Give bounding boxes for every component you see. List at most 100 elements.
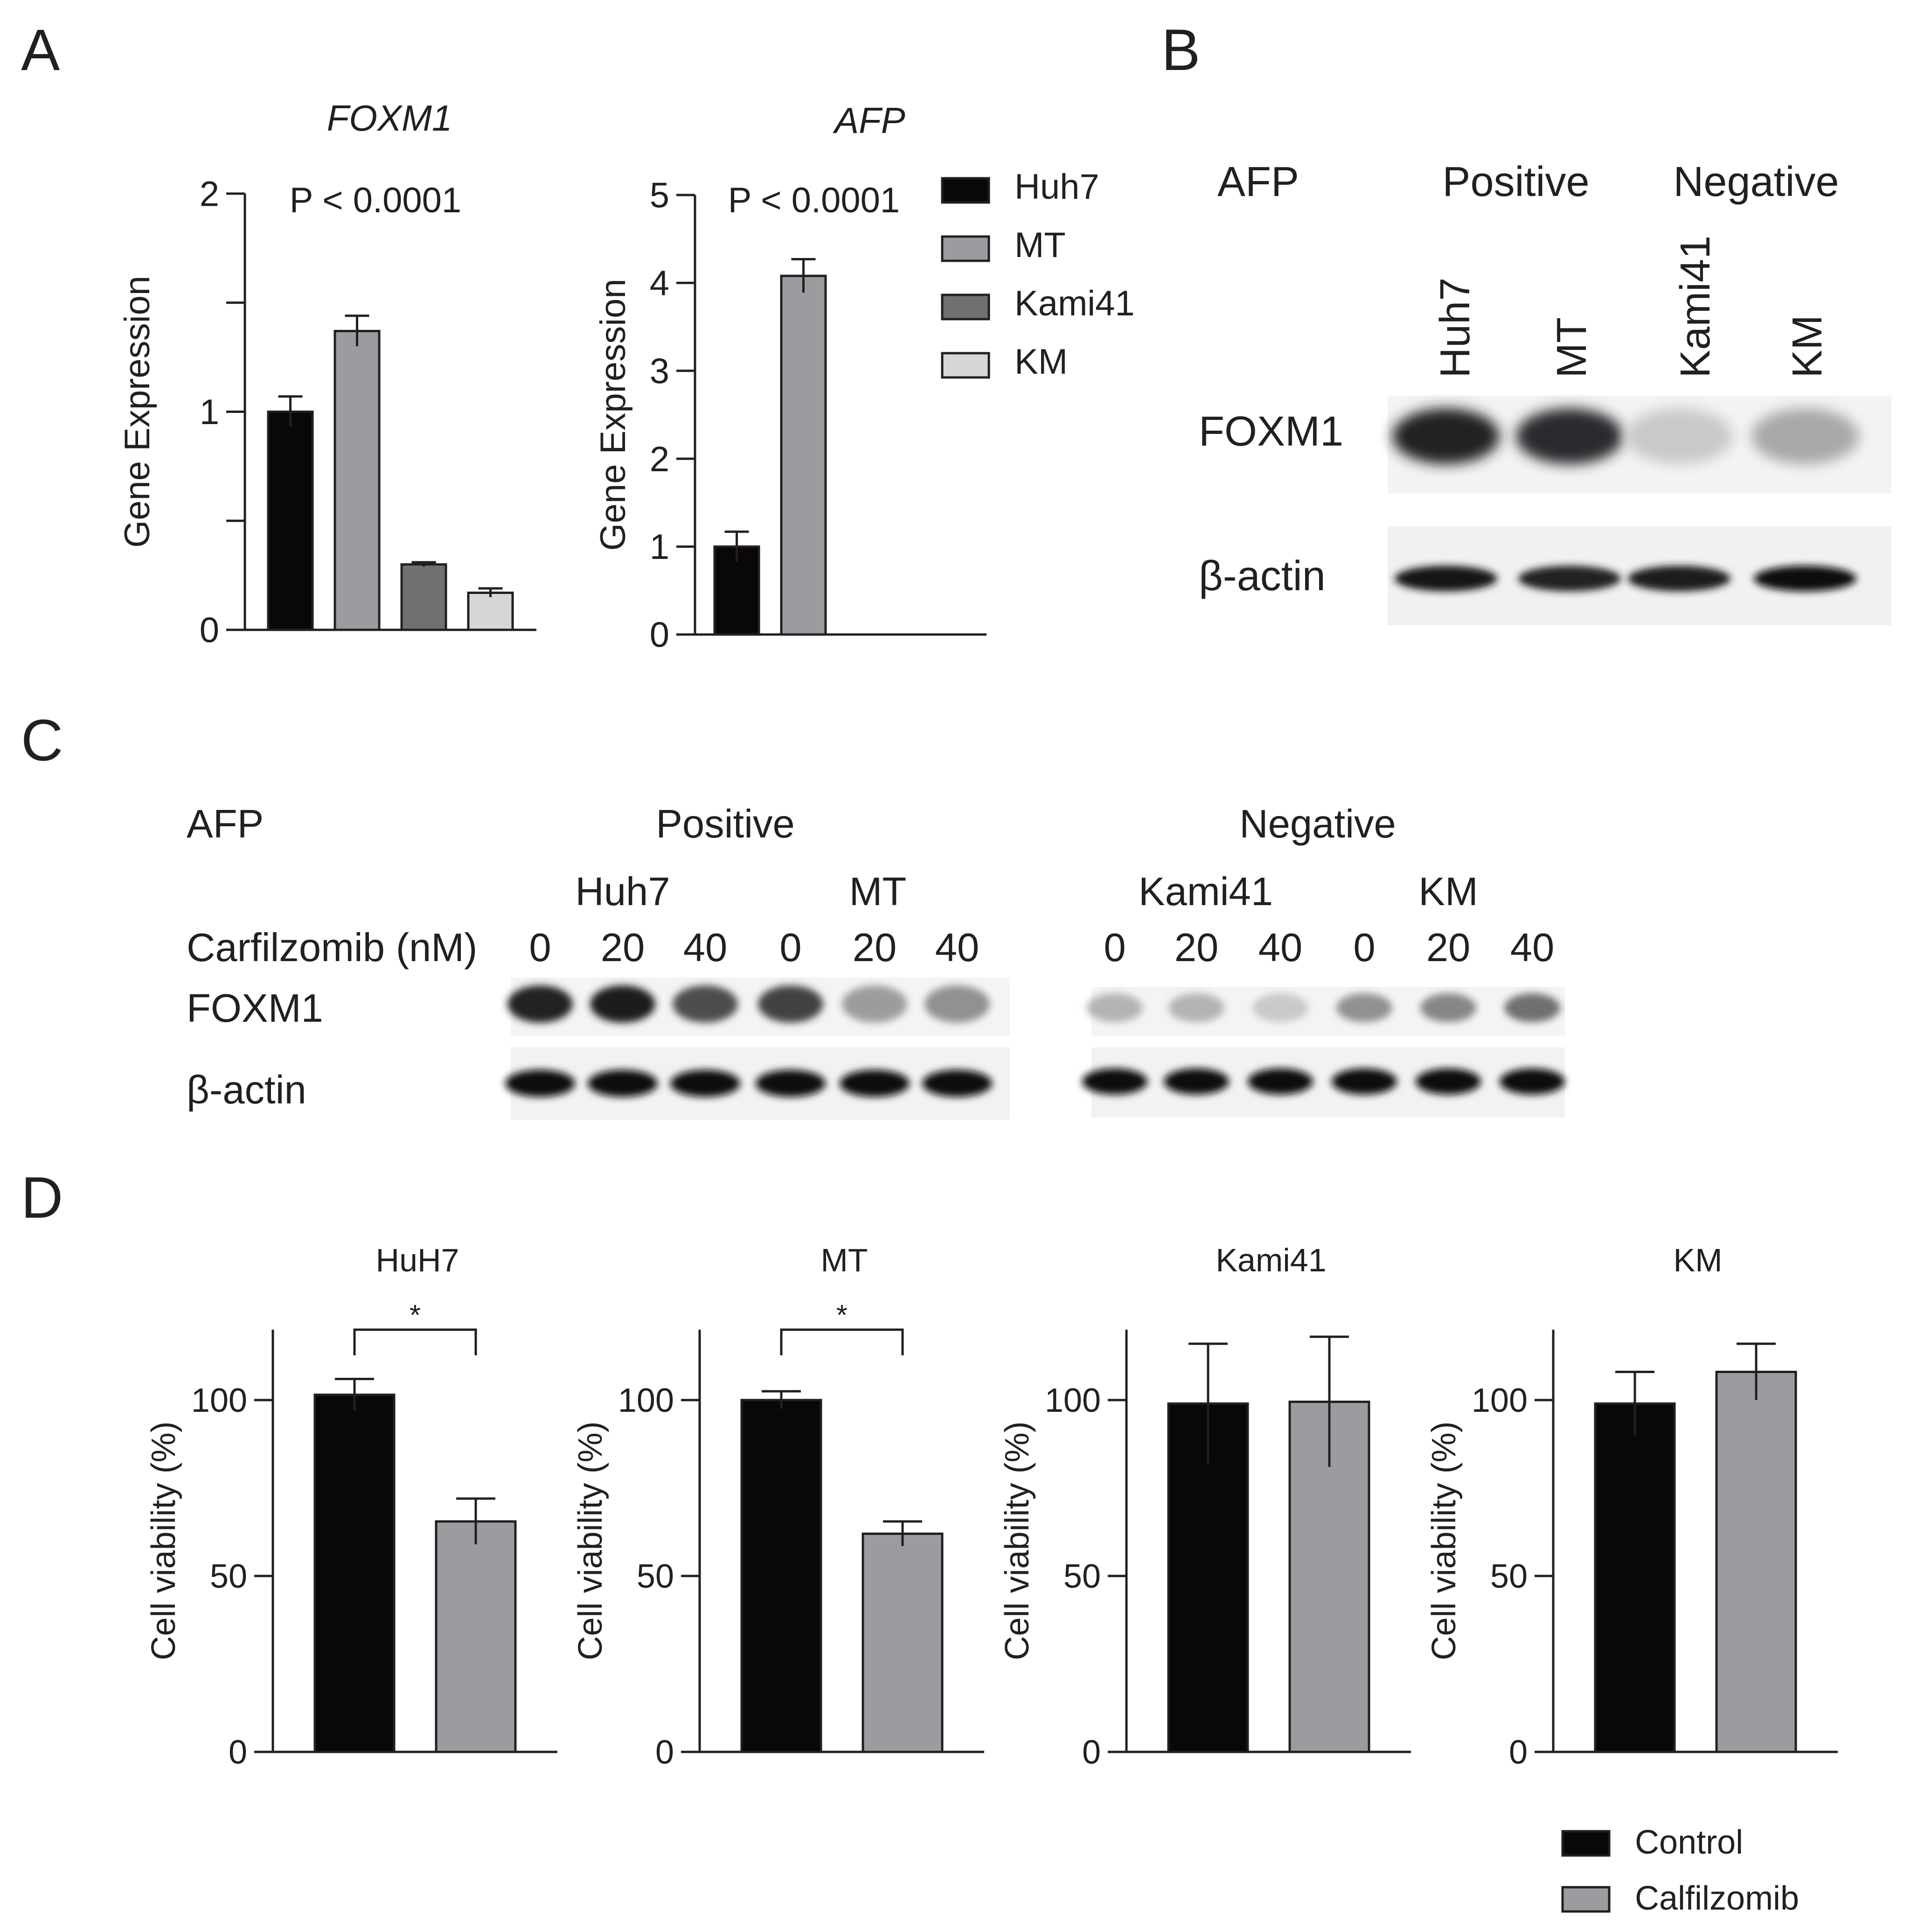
y-tick-label: 0 (200, 611, 219, 650)
blot-band (1164, 1068, 1229, 1095)
blot-band (1082, 1068, 1147, 1095)
blot-c-negative-label: Negative (1239, 802, 1396, 846)
legend-swatch-kami41 (941, 293, 990, 321)
y-tick-label: 0 (655, 1734, 674, 1771)
bar-mt (780, 274, 827, 636)
legend-item: KM (941, 342, 1068, 382)
legend-item: MT (941, 225, 1066, 265)
y-tick-label: 0 (1509, 1734, 1528, 1771)
y-tick-label: 3 (650, 351, 669, 391)
blot-band (1087, 993, 1143, 1022)
chart-viability-kami41: Kami41 Cell viability (%) 0 50 100 (999, 1242, 1411, 1771)
y-tick-label: 0 (229, 1734, 247, 1771)
legend-cell-lines: Huh7 MT Kami41 KM (941, 167, 1135, 382)
blot-band (1336, 993, 1392, 1022)
blot-band (758, 985, 823, 1023)
blot-band (1168, 993, 1224, 1022)
chart-viability-km: KM Cell viability (%) 0 50 100 (1425, 1242, 1838, 1771)
legend-label: MT (1015, 225, 1066, 265)
blot-band (1751, 408, 1859, 464)
blot-band (670, 1070, 740, 1097)
legend-item: Calfilzomib (1561, 1880, 1799, 1917)
p-value-annotation: P < 0.0001 (290, 181, 461, 220)
blot-c-actin-label: β-actin (187, 1068, 306, 1112)
blot-band (1332, 1068, 1397, 1095)
blot-band (1392, 408, 1500, 464)
dose-label: 40 (1510, 926, 1555, 970)
y-tick-label: 1 (650, 527, 669, 567)
blot-band (922, 1070, 992, 1097)
y-axis-label: Cell viability (%) (999, 1421, 1036, 1660)
blot-c-positive-label: Positive (656, 802, 795, 846)
dose-label: 20 (601, 926, 645, 970)
legend-item: Huh7 (941, 167, 1099, 207)
blot-band (1248, 1068, 1313, 1095)
y-axis-label: Cell viability (%) (145, 1421, 182, 1660)
blot-c-foxm1-label: FOXM1 (187, 986, 323, 1031)
bar-calfilzomib (435, 1520, 517, 1753)
p-value-annotation: P < 0.0001 (728, 181, 900, 220)
blot-b-lane-label: MT (1549, 317, 1595, 378)
chart-title: Kami41 (1216, 1242, 1326, 1278)
chart-afp-expression: AFP P < 0.0001 Gene Expression 0 1 2 3 4 5 (593, 100, 987, 655)
blot-b-lane-label: KM (1784, 315, 1831, 378)
bar-control (313, 1394, 396, 1753)
bar-mt (334, 330, 381, 631)
blot-c-afp-label: AFP (187, 802, 264, 846)
y-tick-label: 50 (1063, 1558, 1101, 1595)
panel-label-d: D (21, 1165, 63, 1230)
panel-label-b: B (1161, 18, 1200, 83)
legend-label: Huh7 (1015, 167, 1099, 207)
legend-label: KM (1015, 342, 1068, 382)
blot-c-line-label: Kami41 (1139, 870, 1273, 914)
dose-label: 0 (779, 926, 801, 970)
legend-swatch-mt (941, 235, 990, 262)
legend-label: Calfilzomib (1635, 1880, 1799, 1917)
chart-viability-huh7: HuH7 Cell viability (%) 0 50 100 * (145, 1242, 557, 1771)
bar-kami41 (400, 563, 447, 631)
blot-b-positive-label: Positive (1442, 159, 1589, 205)
blot-band (505, 1070, 575, 1097)
bar-km (467, 592, 514, 631)
legend-swatch-huh7 (941, 177, 990, 204)
blot-c-membranes (505, 977, 1565, 1120)
blot-band (1252, 993, 1308, 1022)
blot-c-treatment-label: Carfilzomib (nM) (187, 926, 477, 970)
panel-label-c: C (21, 708, 63, 773)
chart-foxm1-expression: FOXM1 P < 0.0001 Gene Expression 0 1 2 (118, 98, 536, 650)
chart-title: HuH7 (376, 1242, 459, 1278)
legend-item: Control (1561, 1824, 1743, 1861)
y-tick-label: 50 (1490, 1558, 1528, 1595)
blot-band (588, 1070, 658, 1097)
y-tick-label: 5 (650, 176, 669, 216)
blot-b-lane-label: Kami41 (1672, 236, 1719, 378)
blot-c: AFP Positive Negative Huh7 MT Kami41 KM … (187, 802, 1565, 1120)
y-tick-label: 0 (650, 615, 669, 655)
blot-band (842, 985, 907, 1023)
blot-b-lane-label: Huh7 (1432, 278, 1479, 378)
y-tick-label: 100 (1472, 1382, 1528, 1419)
significance-star: * (410, 1299, 421, 1332)
blot-band (1500, 1068, 1565, 1095)
blot-band (1626, 408, 1733, 464)
dose-label: 20 (1174, 926, 1219, 970)
bar-control (1594, 1402, 1676, 1753)
blot-b-negative-label: Negative (1673, 159, 1839, 205)
bar-calfilzomib (862, 1532, 944, 1753)
chart-title: FOXM1 (327, 98, 452, 139)
blot-c-line-label: MT (849, 870, 907, 914)
y-tick-label: 50 (637, 1558, 674, 1595)
blot-band (924, 985, 990, 1023)
chart-title: KM (1674, 1242, 1723, 1278)
blot-band (1416, 1068, 1481, 1095)
blot-b-afp-label: AFP (1217, 159, 1299, 205)
blot-c-actin-membrane-negative (1091, 1047, 1565, 1117)
significance-bracket (353, 1328, 477, 1355)
blot-band (1504, 993, 1560, 1022)
chart-title: MT (820, 1242, 868, 1278)
blot-band (1628, 565, 1730, 592)
dose-label: 0 (529, 926, 551, 970)
bar-control (740, 1399, 822, 1753)
blot-band (756, 1070, 826, 1097)
y-tick-label: 50 (210, 1558, 247, 1595)
